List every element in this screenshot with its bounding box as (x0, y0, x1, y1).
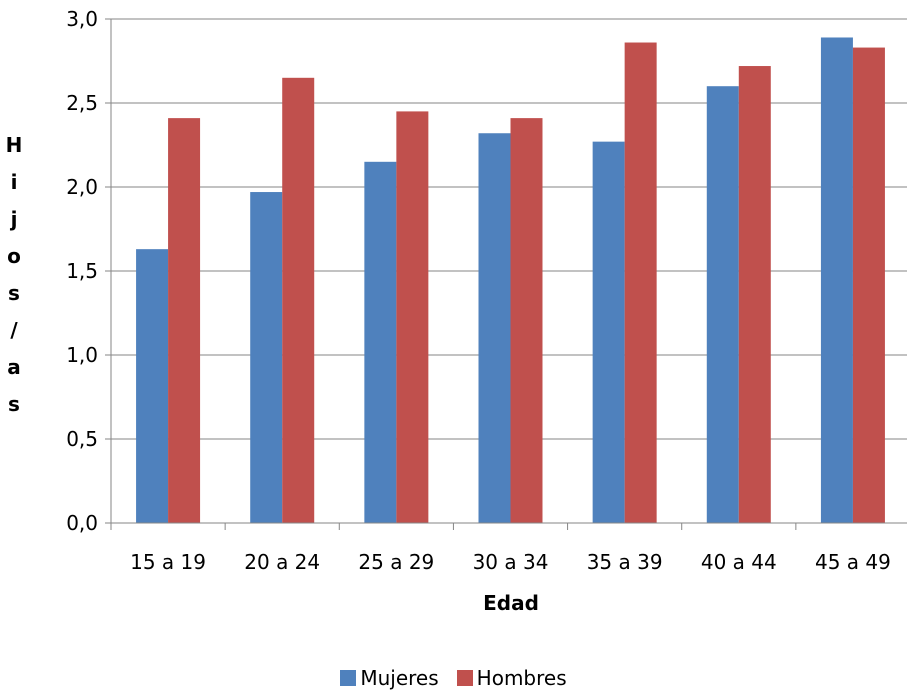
bar-mujeres-4 (478, 133, 511, 524)
y-tick-label: 1,0 (66, 343, 98, 367)
x-axis-title: Edad (483, 591, 539, 615)
bar-hombres-6 (738, 66, 771, 523)
y-tick-label: 1,5 (66, 259, 98, 283)
y-axis-title-char: H (6, 133, 23, 157)
bar-hombres-1 (168, 118, 201, 524)
bar-mujeres-1 (136, 249, 169, 523)
y-tick-label: 0,0 (66, 511, 98, 535)
x-tick-label: 40 a 44 (701, 550, 777, 574)
bar-mujeres-2 (250, 192, 283, 524)
y-axis-title-char: s (8, 392, 20, 416)
bar-mujeres-6 (706, 86, 739, 523)
bar-hombres-4 (510, 118, 543, 524)
axes (105, 18, 907, 530)
legend-label-hombres: Hombres (476, 666, 567, 690)
bar-hombres-7 (852, 47, 885, 524)
x-tick-label: 15 a 19 (130, 550, 206, 574)
y-axis-title-char: s (8, 281, 20, 305)
y-axis-title-char: o (7, 244, 21, 268)
bar-mujeres-3 (364, 161, 397, 524)
x-tick-label: 45 a 49 (815, 550, 891, 574)
bars (136, 37, 885, 524)
bar-mujeres-5 (592, 141, 625, 523)
x-tick-labels: 15 a 19 20 a 24 25 a 29 30 a 34 35 a 39 40 a … (130, 550, 891, 574)
y-tick-label: 2,5 (66, 91, 98, 115)
y-tick-labels: 0,0 0,5 1,0 1,5 2,0 2,5 3,0 (66, 7, 98, 535)
legend-item-mujeres: Mujeres (340, 666, 439, 690)
y-tick-label: 2,0 (66, 175, 98, 199)
x-tick-label: 35 a 39 (587, 550, 663, 574)
legend: Mujeres Hombres (0, 666, 907, 690)
x-tick-label: 25 a 29 (358, 550, 434, 574)
legend-swatch-hombres (456, 670, 473, 686)
x-tick-label: 30 a 34 (473, 550, 549, 574)
bar-hombres-2 (282, 77, 315, 524)
legend-item-hombres: Hombres (456, 666, 567, 690)
bar-hombres-5 (624, 42, 657, 524)
x-tick-label: 20 a 24 (244, 550, 320, 574)
bar-chart: 0,0 0,5 1,0 1,5 2,0 2,5 3,0 15 a 19 20 a 24 25 a… (6, 7, 907, 615)
y-axis-title-char: i (11, 170, 18, 194)
legend-swatch-mujeres (340, 670, 357, 686)
y-axis-title-char: j (10, 207, 18, 231)
bar-hombres-3 (396, 111, 429, 524)
y-tick-label: 3,0 (66, 7, 98, 31)
legend-label-mujeres: Mujeres (360, 666, 439, 690)
y-axis-title-char: / (10, 318, 18, 342)
y-tick-label: 0,5 (66, 427, 98, 451)
y-axis-title-char: a (7, 355, 21, 379)
bar-mujeres-7 (820, 37, 853, 523)
